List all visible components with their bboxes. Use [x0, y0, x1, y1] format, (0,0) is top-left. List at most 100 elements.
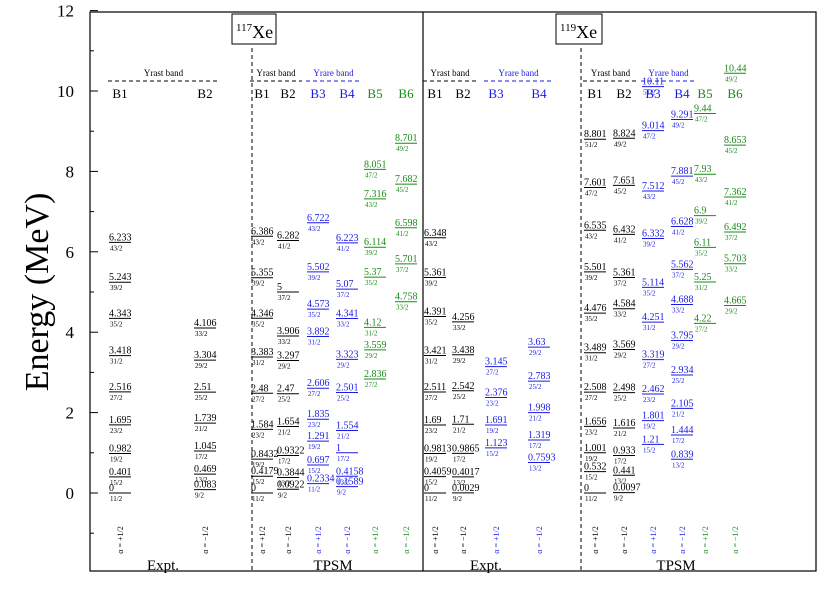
level-spin: 15/2	[110, 479, 123, 487]
level-energy: 6.11	[694, 237, 711, 248]
level-spin: 21/2	[529, 415, 542, 423]
level-energy: 6.598	[395, 218, 418, 229]
level-spin: 9/2	[453, 495, 462, 503]
level-spin: 27/2	[643, 362, 656, 370]
level-spin: 41/2	[396, 230, 409, 238]
band-name: B3	[488, 86, 503, 101]
level-spin: 33/2	[195, 330, 208, 338]
level-energy: 4.251	[642, 312, 665, 323]
level-energy: 5.07	[336, 279, 354, 290]
level-spin: 25/2	[337, 394, 350, 402]
band-name: B2	[616, 86, 631, 101]
level-spin: 31/2	[425, 357, 438, 365]
band-signature: α = +1/2	[371, 526, 380, 553]
level-energy: 1.554	[336, 421, 359, 432]
level-energy: 4.665	[724, 295, 747, 306]
band-signature: α = +1/2	[431, 526, 440, 553]
level-energy: 1.691	[485, 415, 508, 426]
level-energy: 6.722	[307, 213, 330, 224]
level-spin: 29/2	[529, 349, 542, 357]
level-spin: 39/2	[110, 284, 123, 292]
level-spin: 25/2	[278, 396, 291, 404]
level-energy: 6.223	[336, 233, 359, 244]
level-energy: 2.836	[364, 369, 387, 380]
level-spin: 21/2	[453, 426, 466, 434]
level-energy: 1.319	[528, 430, 551, 441]
level-energy: 2.501	[336, 382, 359, 393]
level-spin: 13/2	[672, 461, 685, 469]
level-energy: 3.795	[671, 330, 694, 341]
level-spin: 29/2	[337, 361, 350, 369]
level-energy: 6.386	[251, 226, 274, 237]
band-name: B2	[280, 86, 295, 101]
band-group-header: Yrast band	[256, 68, 296, 78]
band-signature: α = +1/2	[701, 526, 710, 553]
level-energy: 3.906	[277, 326, 300, 337]
level-spin: 25/2	[529, 383, 542, 391]
level-spin: 45/2	[396, 186, 409, 194]
level-spin: 33/2	[453, 324, 466, 332]
level-spin: 21/2	[337, 433, 350, 441]
level-spin: 17/2	[278, 458, 291, 466]
band-name: B6	[727, 86, 743, 101]
level-spin: 9/2	[195, 492, 204, 500]
level-energy: 4.106	[194, 318, 217, 329]
level-spin: 49/2	[672, 122, 685, 130]
y-axis-label: Energy (MeV)	[19, 193, 56, 392]
level-energy: 0	[251, 483, 256, 494]
level-spin: 37/2	[725, 234, 738, 242]
level-energy: 6.432	[613, 224, 636, 235]
level-spin: 9/2	[278, 491, 287, 499]
level-energy: 2.508	[584, 382, 607, 393]
level-spin: 31/2	[585, 355, 598, 363]
band-signature: α = −1/2	[731, 526, 740, 553]
level-spin: 15/2	[425, 479, 438, 487]
level-spin: 43/2	[585, 232, 598, 240]
level-spin: 49/2	[614, 140, 627, 148]
level-energy: 1.21	[642, 434, 660, 445]
level-spin: 19/2	[308, 443, 321, 451]
level-spin: 33/2	[725, 266, 738, 274]
level-spin: 37/2	[337, 291, 350, 299]
level-energy: 4.22	[694, 313, 712, 324]
level-spin: 41/2	[614, 236, 627, 244]
level-spin: 27/2	[425, 394, 438, 402]
band-name: B5	[367, 86, 382, 101]
band-signature: α = +1/2	[116, 526, 125, 553]
level-energy: 8.653	[724, 135, 747, 146]
level-spin: 15/2	[252, 478, 265, 486]
level-energy: 5.501	[584, 262, 607, 273]
level-spin: 11/2	[585, 495, 598, 503]
level-energy: 7.362	[724, 187, 747, 198]
level-spin: 43/2	[425, 240, 438, 248]
level-spin: 47/2	[365, 171, 378, 179]
level-energy: 4.391	[424, 306, 447, 317]
band-signature: α = +1/2	[258, 526, 267, 553]
level-spin: 43/2	[695, 176, 708, 184]
level-spin: 17/2	[337, 455, 350, 463]
level-spin: 29/2	[672, 342, 685, 350]
level-spin: 27/2	[110, 394, 123, 402]
level-energy: 6.628	[671, 217, 694, 228]
level-spin: 29/2	[725, 307, 738, 315]
level-energy: 5.25	[694, 272, 712, 283]
level-energy: 1.444	[671, 425, 694, 436]
level-energy: 0.9322	[277, 446, 305, 457]
level-spin: 19/2	[585, 455, 598, 463]
band-name: B1	[427, 86, 442, 101]
level-spin: 21/2	[614, 430, 627, 438]
level-spin: 23/2	[110, 427, 123, 435]
level-spin: 19/2	[486, 427, 499, 435]
level-energy: 1.695	[109, 415, 132, 426]
y-tick-label: 0	[66, 484, 75, 503]
level-spin: 35/2	[110, 320, 123, 328]
level-spin: 11/2	[252, 495, 265, 503]
group-label: Expt.	[470, 558, 502, 574]
level-energy: 5.243	[109, 272, 132, 283]
level-energy: 7.651	[613, 175, 636, 186]
level-energy: 1.739	[194, 413, 217, 424]
level-spin: 33/2	[278, 338, 291, 346]
level-energy: 0.9865	[452, 443, 480, 454]
level-energy: 7.601	[584, 177, 607, 188]
